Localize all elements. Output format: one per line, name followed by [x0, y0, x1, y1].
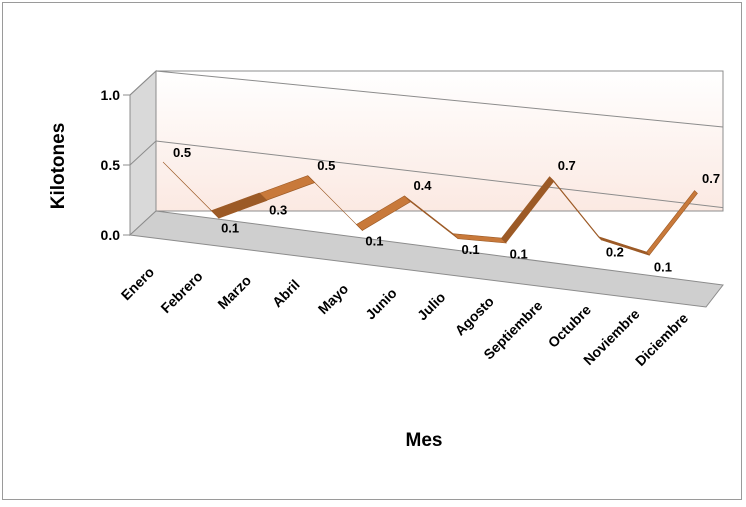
ribbon-segment — [162, 161, 220, 219]
ribbon-segment — [210, 192, 268, 219]
category-label: Junio — [362, 285, 400, 323]
data-label: 0.5 — [317, 158, 335, 173]
ribbon-segment — [452, 233, 507, 244]
data-label: 0.1 — [365, 233, 383, 248]
ribbon-segment — [597, 236, 650, 256]
category-label: Febrero — [157, 268, 205, 316]
data-label: 0.5 — [173, 145, 191, 160]
data-label: 0.1 — [221, 220, 239, 235]
data-ribbon — [162, 161, 698, 256]
gridline-side — [129, 70, 157, 96]
data-label: 0.1 — [462, 242, 480, 257]
y-tick-labels: 0.0 0.5 1.0 — [101, 87, 130, 243]
gridline-side — [129, 140, 157, 166]
category-label: Enero — [118, 264, 157, 303]
gridlines — [129, 70, 724, 209]
ribbon-segment — [646, 190, 698, 256]
category-label: Agosto — [452, 293, 497, 338]
data-label: 0.7 — [702, 171, 720, 186]
data-labels: 0.5 0.1 0.3 0.5 0.1 0.4 0.1 0.1 0.7 0.2 0.1 0.7 — [173, 145, 720, 275]
y-tick-label: 0.5 — [101, 157, 121, 173]
y-axis-title: Kilotones — [48, 123, 69, 210]
ribbon-segment — [307, 175, 363, 231]
data-label: 0.3 — [269, 203, 287, 218]
data-label: 0.1 — [654, 260, 672, 275]
data-label: 0.4 — [413, 178, 432, 193]
ribbon-line-chart: 0.0 0.5 1.0 0.5 0.1 0.3 0.5 0.1 0.4 0.1 0.1 0.7 0.2… — [48, 69, 724, 451]
floor — [128, 210, 724, 308]
chart-frame: 0.0 0.5 1.0 0.5 0.1 0.3 0.5 0.1 0.4 0.1 0.1 0.7 0.2… — [2, 2, 742, 500]
x-axis-title: Mes — [406, 430, 443, 451]
data-label: 0.1 — [510, 247, 528, 262]
y-tick-label: 0.0 — [101, 227, 121, 243]
y-tick-label: 1.0 — [101, 87, 121, 103]
data-label: 0.2 — [606, 244, 624, 259]
gridline-back — [155, 140, 724, 209]
chart-walls — [128, 69, 724, 308]
data-label: 0.7 — [558, 158, 576, 173]
back-wall — [155, 70, 724, 212]
category-label: Octubre — [545, 301, 594, 350]
gridline-back — [155, 70, 724, 128]
category-label: Marzo — [214, 272, 254, 312]
category-label: Julio — [414, 289, 448, 323]
category-label: Mayo — [315, 281, 352, 318]
category-label: Abril — [269, 276, 303, 310]
